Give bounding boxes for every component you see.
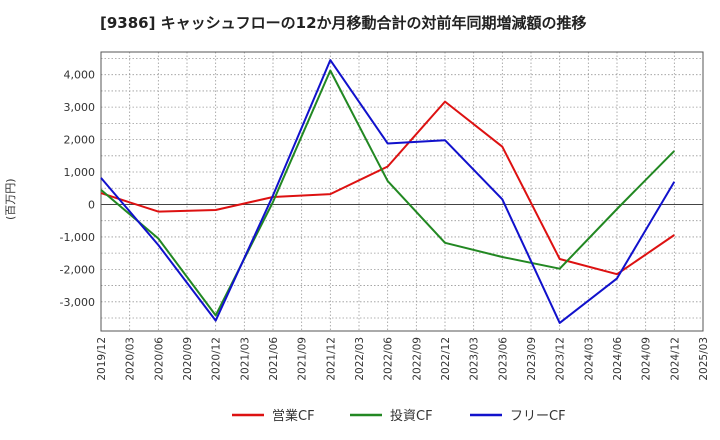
chart-title: [9386] キャッシュフローの12か月移動合計の対前年同期増減額の推移	[100, 14, 587, 32]
x-tick-label: 2024/06	[612, 337, 624, 381]
series-line	[100, 69, 676, 317]
x-tick-label: 2022/03	[354, 337, 366, 381]
y-tick-label: -3,000	[60, 296, 95, 309]
x-tick-label: 2021/06	[268, 337, 280, 381]
y-tick-label: -2,000	[60, 263, 95, 276]
x-tick-label: 2021/03	[239, 337, 251, 381]
x-tick-label: 2020/09	[182, 337, 194, 381]
x-tick-label: 2023/12	[555, 337, 567, 381]
x-tick-label: 2022/06	[383, 337, 395, 381]
x-tick-label: 2020/03	[125, 337, 137, 381]
x-tick-label: 2021/09	[297, 337, 309, 381]
y-tick-label: 3,000	[64, 101, 96, 114]
plot-border	[100, 51, 704, 332]
x-tick-label: 2024/12	[669, 337, 681, 381]
series-line	[100, 100, 675, 276]
plot-area	[101, 52, 703, 331]
x-tick-label: 2020/12	[211, 337, 223, 381]
x-tick-label: 2023/03	[469, 337, 481, 381]
x-tick-label: 2022/12	[440, 337, 452, 381]
y-tick-label: 1,000	[64, 166, 96, 179]
x-tick-label: 2020/06	[153, 337, 165, 381]
x-tick-label: 2019/12	[96, 337, 108, 381]
x-tick-label: 2023/06	[497, 337, 509, 381]
legend-label: フリーCF	[510, 409, 566, 424]
series-line	[100, 59, 676, 324]
y-tick-label: 0	[88, 198, 95, 211]
legend-label: 投資CF	[390, 408, 433, 424]
x-tick-label: 2024/09	[641, 337, 653, 381]
y-tick-label: 4,000	[64, 69, 96, 82]
legend-label: 営業CF	[272, 408, 315, 424]
x-tick-label: 2023/09	[526, 337, 538, 381]
y-tick-label: 2,000	[64, 134, 96, 147]
y-tick-label: -1,000	[60, 231, 95, 244]
x-tick-label: 2024/03	[583, 337, 595, 381]
x-tick-label: 2022/09	[411, 337, 423, 381]
x-tick-label: 2021/12	[325, 337, 337, 381]
x-tick-label: 2025/03	[698, 337, 710, 381]
